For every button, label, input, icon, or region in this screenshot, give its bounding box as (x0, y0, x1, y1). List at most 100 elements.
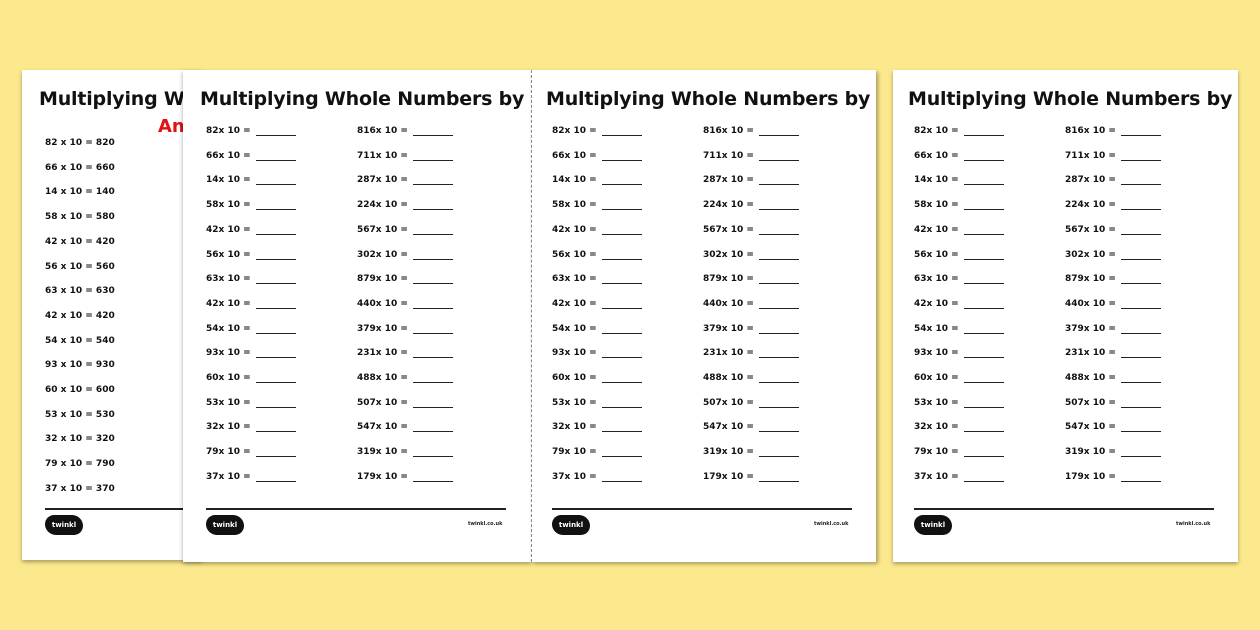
answer-blank[interactable] (758, 399, 799, 408)
answer-blank[interactable] (412, 300, 453, 309)
answer-blank[interactable] (601, 251, 642, 260)
answer-blank[interactable] (758, 275, 799, 285)
answer-blank[interactable] (1120, 226, 1161, 235)
answer-blank[interactable] (255, 226, 296, 235)
answer-blank[interactable] (412, 349, 453, 359)
answer-blank[interactable] (412, 251, 453, 260)
answer-blank[interactable] (758, 374, 799, 383)
answer-blank[interactable] (1120, 176, 1161, 186)
answer-blank[interactable] (1120, 349, 1161, 359)
answer-blank[interactable] (1120, 325, 1161, 334)
answer-blank[interactable] (601, 176, 642, 186)
answer-blank[interactable] (963, 374, 1004, 383)
footer-rule (206, 508, 506, 510)
answer-blank[interactable] (601, 127, 642, 136)
answer-blank[interactable] (255, 423, 296, 433)
answer-blank[interactable] (601, 226, 642, 235)
answer-blank[interactable] (601, 423, 642, 433)
answer-blank[interactable] (601, 152, 642, 161)
question-row: 93 x 10 = (914, 348, 1004, 359)
answer-blank[interactable] (255, 349, 296, 359)
answer-blank[interactable] (1120, 374, 1161, 383)
answer-blank[interactable] (963, 251, 1004, 260)
answer-blank[interactable] (1120, 448, 1161, 458)
answer-blank[interactable] (412, 275, 453, 285)
answer-blank[interactable] (1120, 127, 1161, 136)
answer-blank[interactable] (1120, 152, 1161, 161)
answer-blank[interactable] (412, 325, 453, 334)
multiplier-text: x 10 = (564, 274, 597, 285)
answer-blank[interactable] (1120, 300, 1161, 309)
answer-blank[interactable] (1120, 201, 1161, 211)
answer-blank[interactable] (963, 349, 1004, 359)
answer-blank[interactable] (255, 176, 296, 186)
answer-blank[interactable] (1120, 473, 1161, 482)
question-number: 63 (552, 274, 565, 285)
question-number: 547 (357, 422, 376, 433)
answer-blank[interactable] (963, 325, 1004, 334)
answer-blank[interactable] (601, 399, 642, 408)
answer-blank[interactable] (758, 473, 799, 482)
answer-blank[interactable] (758, 201, 799, 211)
answer-blank[interactable] (412, 127, 453, 136)
answer-blank[interactable] (758, 349, 799, 359)
answer-blank[interactable] (601, 473, 642, 482)
answer-blank[interactable] (601, 349, 642, 359)
answer-blank[interactable] (963, 448, 1004, 458)
answer-blank[interactable] (255, 448, 296, 458)
answer-blank[interactable] (963, 152, 1004, 161)
answer-blank[interactable] (963, 127, 1004, 136)
answer-blank[interactable] (758, 152, 799, 161)
answer-blank[interactable] (758, 325, 799, 334)
answer-blank[interactable] (601, 300, 642, 309)
answer-blank[interactable] (412, 448, 453, 458)
answer-blank[interactable] (963, 473, 1004, 482)
answer-blank[interactable] (255, 275, 296, 285)
answer-blank[interactable] (963, 226, 1004, 235)
answer-blank[interactable] (255, 374, 296, 383)
answer-blank[interactable] (412, 423, 453, 433)
answer-blank[interactable] (601, 275, 642, 285)
answer-blank[interactable] (255, 325, 296, 334)
answer-blank[interactable] (601, 448, 642, 458)
answer-blank[interactable] (758, 176, 799, 186)
answer-blank[interactable] (758, 226, 799, 235)
answer-blank[interactable] (963, 176, 1004, 186)
answer-blank[interactable] (758, 251, 799, 260)
answer-blank[interactable] (963, 423, 1004, 433)
answer-blank[interactable] (963, 275, 1004, 285)
answer-blank[interactable] (412, 473, 453, 482)
answer-blank[interactable] (1120, 423, 1161, 433)
answer-blank[interactable] (412, 226, 453, 235)
answer-blank[interactable] (601, 374, 642, 383)
answer-blank[interactable] (412, 152, 453, 161)
answer-blank[interactable] (255, 473, 296, 482)
answer-blank[interactable] (1120, 275, 1161, 285)
answer-blank[interactable] (758, 423, 799, 433)
answer-blank[interactable] (758, 300, 799, 309)
answer-blank[interactable] (1120, 399, 1161, 408)
question-number: 42 (552, 224, 565, 235)
question-row: 93 x 10 = (552, 348, 642, 359)
answer-blank[interactable] (412, 374, 453, 383)
answer-blank[interactable] (963, 300, 1004, 309)
answer-blank[interactable] (758, 127, 799, 136)
multiplier-text: x 10 = (1083, 447, 1116, 458)
answer-blank[interactable] (255, 127, 296, 136)
page-title: Multiplying Whole Numbers by 10 (200, 88, 531, 110)
answer-blank[interactable] (255, 251, 296, 260)
answer-blank[interactable] (255, 399, 296, 408)
answer-blank[interactable] (601, 325, 642, 334)
answer-blank[interactable] (412, 201, 453, 211)
answer-blank[interactable] (758, 448, 799, 458)
answer-blank[interactable] (963, 201, 1004, 211)
answer-blank[interactable] (601, 201, 642, 211)
answer-blank[interactable] (255, 201, 296, 211)
answer-blank[interactable] (412, 176, 453, 186)
answer-blank[interactable] (255, 152, 296, 161)
answer-blank[interactable] (412, 399, 453, 408)
answer-blank[interactable] (963, 399, 1004, 408)
question-number: 79 (206, 447, 219, 458)
answer-blank[interactable] (255, 300, 296, 309)
answer-blank[interactable] (1120, 251, 1161, 260)
